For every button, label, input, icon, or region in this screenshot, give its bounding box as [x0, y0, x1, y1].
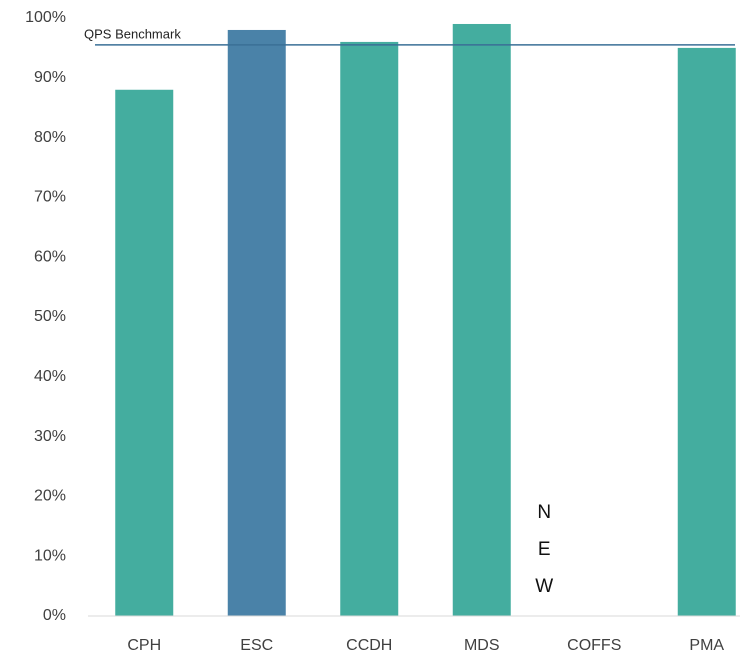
- y-tick-label: 30%: [34, 428, 66, 445]
- bar: [227, 29, 286, 616]
- bar: [677, 47, 736, 616]
- y-tick-label: 70%: [34, 189, 66, 206]
- y-tick-label: 10%: [34, 547, 66, 564]
- x-tick-label: CPH: [127, 637, 161, 654]
- bar: [452, 23, 511, 617]
- y-tick-label: 40%: [34, 368, 66, 385]
- y-tick-label: 0%: [43, 607, 66, 624]
- x-tick-label: ESC: [240, 637, 273, 654]
- bar: [340, 41, 399, 617]
- bar: [115, 89, 174, 616]
- y-tick-label: 80%: [34, 129, 66, 146]
- x-tick-label: MDS: [464, 637, 500, 654]
- x-tick-label: PMA: [689, 637, 724, 654]
- y-tick-label: 90%: [34, 69, 66, 86]
- y-tick-label: 60%: [34, 248, 66, 265]
- y-tick-label: 50%: [34, 308, 66, 325]
- x-tick-label: COFFS: [567, 637, 621, 654]
- benchmark-label: QPS Benchmark: [84, 26, 181, 41]
- y-tick-label: 100%: [25, 9, 66, 26]
- x-tick-label: CCDH: [346, 637, 392, 654]
- y-tick-label: 20%: [34, 488, 66, 505]
